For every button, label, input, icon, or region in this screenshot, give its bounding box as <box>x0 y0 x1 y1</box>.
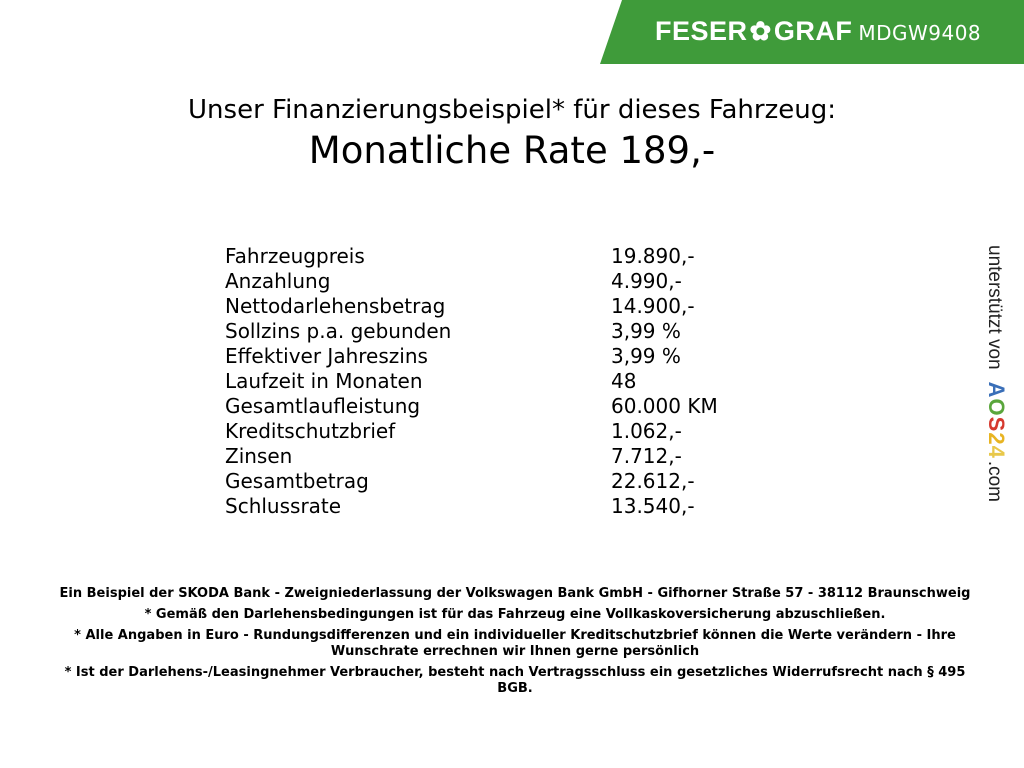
row-value: 4.990,- <box>611 269 682 293</box>
row-value: 1.062,- <box>611 419 682 443</box>
aos24-logo: AOS24 <box>984 381 1009 459</box>
finance-row: Kreditschutzbrief 1.062,- <box>225 419 745 444</box>
row-label: Anzahlung <box>225 269 331 293</box>
monthly-rate-heading: Monatliche Rate 189,- <box>308 129 716 172</box>
row-label: Laufzeit in Monaten <box>225 369 423 393</box>
row-label: Gesamtlaufleistung <box>225 394 421 418</box>
finance-row: Gesamtbetrag 22.612,- <box>225 469 745 494</box>
vehicle-code: MDGW9408 <box>858 21 982 45</box>
row-value: 60.000 KM <box>611 394 718 418</box>
finance-row: Laufzeit in Monaten 48 <box>225 369 745 394</box>
brand-name-left: FESER <box>655 16 748 46</box>
row-value: 22.612,- <box>611 469 695 493</box>
row-label: Zinsen <box>225 444 293 468</box>
sidebar-credit: unterstützt von AOS24.com <box>983 245 1009 502</box>
finance-example-heading: Unser Finanzierungsbeispiel* für dieses … <box>188 95 836 125</box>
brand-name-right: GRAF <box>773 16 853 46</box>
clover-icon: ✿ <box>749 16 772 46</box>
finance-row: Effektiver Jahreszins 3,99 % <box>225 344 745 369</box>
finance-row: Nettodarlehensbetrag 14.900,- <box>225 294 745 319</box>
row-value: 3,99 % <box>611 344 681 368</box>
row-value: 7.712,- <box>611 444 682 468</box>
brand-logo: FESER✿GRAF MDGW9408 <box>655 16 981 47</box>
finance-row: Fahrzeugpreis 19.890,- <box>225 244 745 269</box>
row-value: 14.900,- <box>611 294 695 318</box>
finance-row: Schlussrate 13.540,- <box>225 494 745 519</box>
footer-line: Ein Beispiel der SKODA Bank - Zweigniede… <box>59 586 971 601</box>
finance-row: Sollzins p.a. gebunden 3,99 % <box>225 319 745 344</box>
footer-line: * Gemäß den Darlehensbedingungen ist für… <box>144 607 886 622</box>
legal-footer: Ein Beispiel der SKODA Bank - Zweigniede… <box>50 586 980 702</box>
row-value: 19.890,- <box>611 244 695 268</box>
row-value: 48 <box>611 369 637 393</box>
finance-row: Zinsen 7.712,- <box>225 444 745 469</box>
row-label: Fahrzeugpreis <box>225 244 365 268</box>
row-label: Sollzins p.a. gebunden <box>225 319 452 343</box>
finance-row: Gesamtlaufleistung 60.000 KM <box>225 394 745 419</box>
row-label: Gesamtbetrag <box>225 469 369 493</box>
row-label: Schlussrate <box>225 494 342 518</box>
credit-prefix: unterstützt von <box>984 245 1005 370</box>
brand-banner <box>600 0 1024 64</box>
row-value: 3,99 % <box>611 319 681 343</box>
credit-suffix: .com <box>984 460 1005 503</box>
footer-line: * Ist der Darlehens-/Leasingnehmer Verbr… <box>64 665 966 696</box>
row-value: 13.540,- <box>611 494 695 518</box>
row-label: Kreditschutzbrief <box>225 419 396 443</box>
finance-row: Anzahlung 4.990,- <box>225 269 745 294</box>
row-label: Effektiver Jahreszins <box>225 344 428 368</box>
footer-line: * Alle Angaben in Euro - Rundungsdiffere… <box>74 628 956 659</box>
finance-table: Fahrzeugpreis 19.890,- Anzahlung 4.990,- Net… <box>225 244 745 519</box>
row-label: Nettodarlehensbetrag <box>225 294 446 318</box>
